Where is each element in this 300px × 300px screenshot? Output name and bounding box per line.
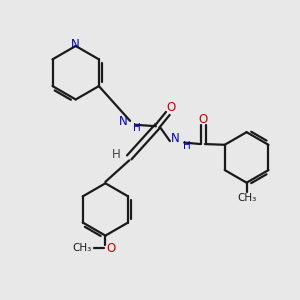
Text: O: O [166,101,176,114]
Text: H: H [133,123,140,133]
Text: CH₃: CH₃ [72,243,91,253]
Text: CH₃: CH₃ [237,193,256,202]
Text: O: O [106,242,116,255]
Text: N: N [171,132,180,145]
Text: O: O [199,113,208,126]
Text: N: N [119,115,128,128]
Text: H: H [183,141,190,151]
Text: H: H [112,148,121,161]
Text: N: N [71,38,80,51]
